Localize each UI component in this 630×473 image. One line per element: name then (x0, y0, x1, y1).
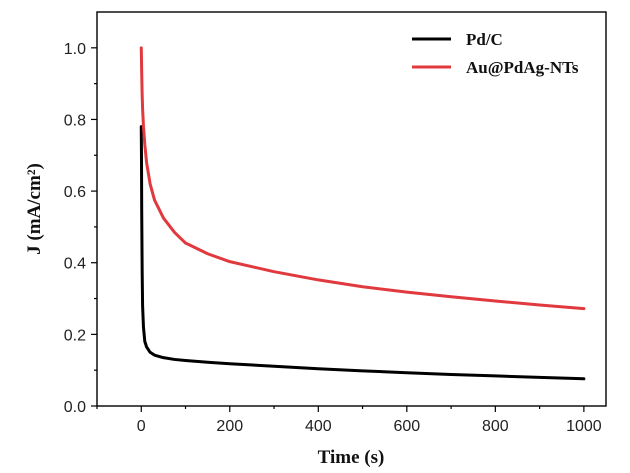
x-tick-label: 200 (216, 418, 243, 435)
plot-frame (96, 11, 607, 407)
y-tick-label: 0.4 (64, 256, 86, 273)
y-tick-label: 0.0 (64, 399, 86, 416)
y-axis: 0.0 0.2 0.4 0.6 0.8 1.0 (64, 41, 97, 416)
x-axis: 0 200 400 600 800 1000 (96, 406, 602, 435)
series-line-au-pdag-nts (139, 46, 586, 311)
y-tick-label: 0.2 (64, 327, 86, 344)
x-tick-label: 600 (393, 418, 420, 435)
series-line-pd-c (139, 125, 586, 381)
series-layer (139, 46, 586, 381)
y-axis-title: J (mA/cm²) (24, 163, 45, 255)
legend: Pd/C Au@PdAg-NTs (412, 30, 579, 77)
x-tick-label: 1000 (566, 418, 602, 435)
y-tick-label: 1.0 (64, 41, 86, 58)
plot-area-border (96, 11, 607, 407)
legend-label-pd-c: Pd/C (466, 30, 503, 49)
x-tick-label: 0 (137, 418, 146, 435)
y-tick-label: 0.8 (64, 112, 86, 129)
x-tick-label: 800 (482, 418, 509, 435)
x-axis-title: Time (s) (318, 447, 385, 468)
legend-label-au-pdag-nts: Au@PdAg-NTs (466, 58, 579, 77)
x-tick-label: 400 (305, 418, 332, 435)
y-tick-label: 0.6 (64, 184, 86, 201)
